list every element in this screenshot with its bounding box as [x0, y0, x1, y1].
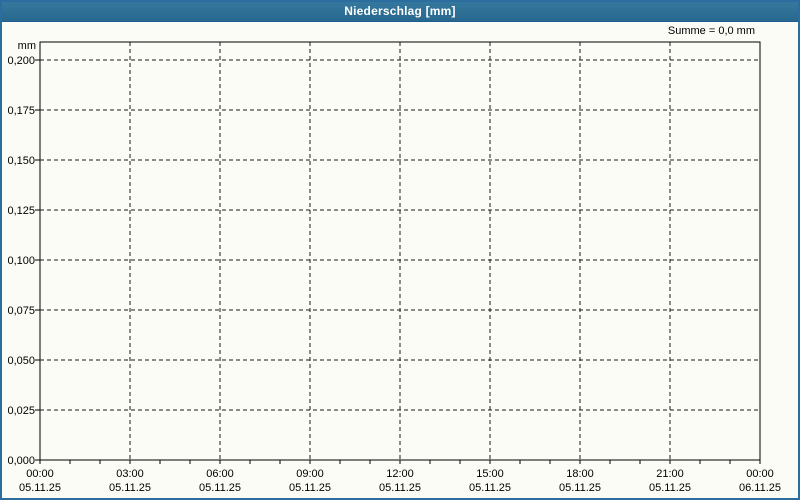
y-axis-unit-label: mm [18, 40, 36, 52]
y-tick-label: 0,025 [7, 405, 35, 417]
chart-title: Niederschlag [mm] [344, 3, 456, 18]
title-bar: Niederschlag [mm] [2, 2, 798, 22]
x-time-label: 21:00 [656, 468, 684, 480]
y-tick-label: 0,175 [7, 105, 35, 117]
y-tick-label: 0,050 [7, 355, 35, 367]
x-time-label: 15:00 [476, 468, 504, 480]
y-tick-label: 0,075 [7, 305, 35, 317]
x-time-label: 06:00 [206, 468, 234, 480]
x-time-label: 18:00 [566, 468, 594, 480]
y-tick-label: 0,200 [7, 55, 35, 67]
x-time-label: 00:00 [26, 468, 54, 480]
y-tick-label: 0,000 [7, 455, 35, 467]
sum-annotation: Summe = 0,0 mm [667, 25, 755, 37]
x-date-label: 05.11.25 [199, 482, 241, 494]
x-date-label: 06.11.25 [739, 482, 781, 494]
plot-frame [39, 41, 761, 461]
x-time-label: 12:00 [386, 468, 414, 480]
x-date-label: 05.11.25 [469, 482, 511, 494]
x-date-label: 05.11.25 [379, 482, 421, 494]
y-tick-label: 0,125 [7, 205, 35, 217]
x-date-label: 05.11.25 [19, 482, 61, 494]
x-date-label: 05.11.25 [109, 482, 151, 494]
x-time-label: 03:00 [116, 468, 144, 480]
x-time-label: 00:00 [746, 468, 774, 480]
y-tick-label: 0,150 [7, 155, 35, 167]
x-date-label: 05.11.25 [289, 482, 331, 494]
y-tick-label: 0,100 [7, 255, 35, 267]
x-date-label: 05.11.25 [649, 482, 691, 494]
x-time-label: 09:00 [296, 468, 324, 480]
x-date-label: 05.11.25 [559, 482, 601, 494]
